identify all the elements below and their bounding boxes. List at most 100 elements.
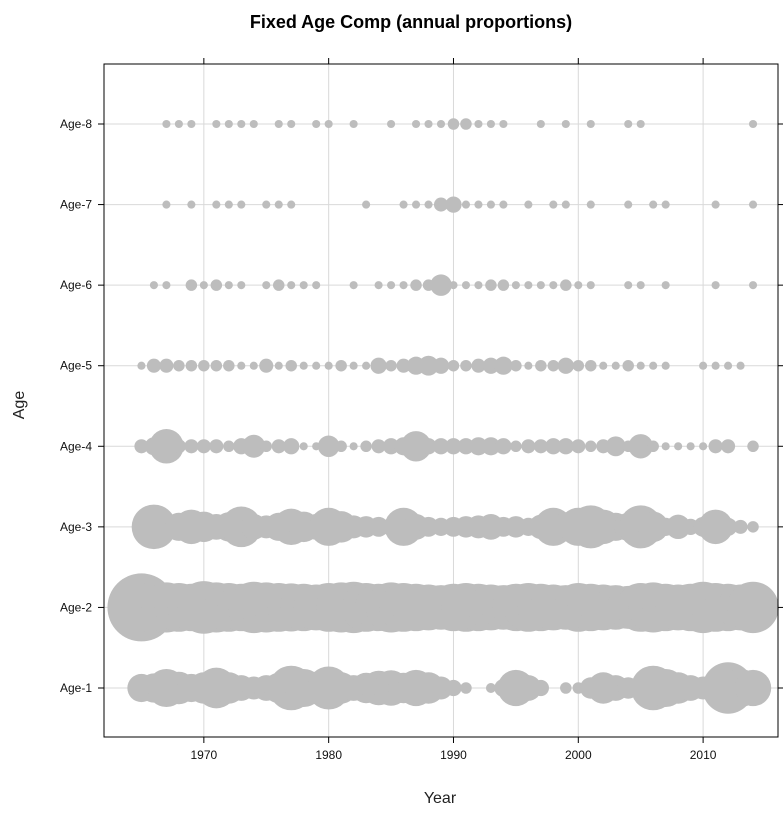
bubble-point [424, 200, 433, 209]
bubble-point [748, 119, 758, 129]
bubble-point [385, 359, 397, 372]
bubble-point [536, 119, 545, 129]
bubble-point [499, 119, 508, 129]
bubble-point [524, 200, 533, 209]
bubble-point [474, 200, 483, 209]
bubble-point [711, 200, 720, 209]
bubble-point [224, 281, 233, 290]
bubble-point [532, 679, 549, 697]
bubble-point [149, 429, 184, 464]
bubble-point [149, 281, 158, 290]
bubble-point [411, 200, 421, 209]
bubble-point [485, 279, 497, 291]
bubble-point [185, 279, 198, 291]
bubble-point [736, 361, 745, 370]
bubble-point [535, 359, 547, 372]
bubble-point [382, 438, 400, 455]
bubble-point [260, 440, 273, 453]
bubble-point [349, 361, 358, 370]
bubble-point [360, 440, 372, 453]
x-tick-label: 1970 [191, 748, 218, 762]
bubble-point [271, 439, 286, 454]
bubble-point [137, 361, 146, 370]
bubble-point [237, 200, 246, 209]
bubble-point [432, 438, 450, 455]
bubble-point [287, 119, 296, 129]
bubble-point [611, 361, 620, 370]
bubble-point [748, 200, 758, 209]
bubble-point [571, 439, 586, 454]
y-tick-label: Age-5 [60, 359, 92, 373]
bubble-point [287, 281, 296, 290]
bubble-point [460, 682, 472, 694]
bubble-point [209, 439, 224, 454]
bubble-point [471, 358, 486, 373]
bubble-point [747, 440, 759, 453]
bubble-point [411, 119, 421, 129]
bubble-point [196, 439, 211, 454]
bubble-point [445, 438, 462, 455]
bubble-point [461, 281, 471, 290]
bubble-point [686, 442, 695, 451]
bubble-point [661, 361, 670, 370]
bubble-point [424, 119, 433, 129]
bubble-point [628, 434, 653, 459]
bubble-point [187, 119, 196, 129]
bubble-point [212, 200, 221, 209]
bubble-point [481, 437, 501, 456]
bubble-point [317, 435, 340, 458]
bubble-point [748, 281, 758, 290]
bubble-point [285, 359, 297, 372]
bubble-point [460, 359, 472, 372]
bubble-point [400, 431, 432, 462]
bubble-point [486, 200, 495, 209]
bubble-point [545, 438, 562, 455]
bubble-point [674, 442, 683, 451]
bubble-point [549, 281, 558, 290]
bubble-point [198, 359, 210, 372]
bubble-point [474, 281, 483, 290]
bubble-point [173, 359, 185, 372]
bubbles [107, 118, 779, 714]
bubble-point [370, 357, 387, 374]
bubble-point [585, 440, 597, 453]
plot-frame [103, 63, 779, 738]
bubble-point [396, 358, 411, 373]
bubble-point [486, 119, 495, 129]
bubble-point [162, 200, 171, 209]
bubble-point [549, 200, 558, 209]
bubble-point [430, 274, 452, 296]
bubble-point [210, 359, 223, 372]
bubble-point [287, 200, 296, 209]
bubble-point [237, 281, 246, 290]
bubble-point [249, 361, 258, 370]
bubble-point [283, 438, 300, 455]
bubble-point [510, 359, 522, 372]
bubble-point [199, 281, 208, 290]
bubble-point [274, 119, 283, 129]
grid-lines [104, 64, 778, 737]
bubble-point [560, 279, 572, 291]
bubble-point [649, 361, 658, 370]
bubble-point [349, 281, 358, 290]
bubble-point [485, 683, 496, 693]
bubble-point [624, 281, 633, 290]
bubble-point [636, 361, 645, 370]
chart-title: Fixed Age Comp (annual proportions) [250, 12, 572, 32]
bubble-point [262, 200, 271, 209]
bubble-point [184, 439, 199, 454]
bubble-point [335, 359, 347, 372]
bubble-point [362, 200, 371, 209]
bubble-point [557, 357, 574, 374]
bubble-point [374, 281, 383, 290]
x-axis-label: Year [424, 790, 457, 807]
bubble-point [460, 118, 472, 130]
bubble-point [210, 279, 223, 291]
bubble-point [727, 581, 779, 634]
bubble-point [718, 517, 738, 536]
bubble-point [497, 279, 510, 291]
y-axis-label: Age [11, 391, 28, 420]
y-tick-label: Age-4 [60, 439, 92, 453]
bubble-point [224, 119, 233, 129]
